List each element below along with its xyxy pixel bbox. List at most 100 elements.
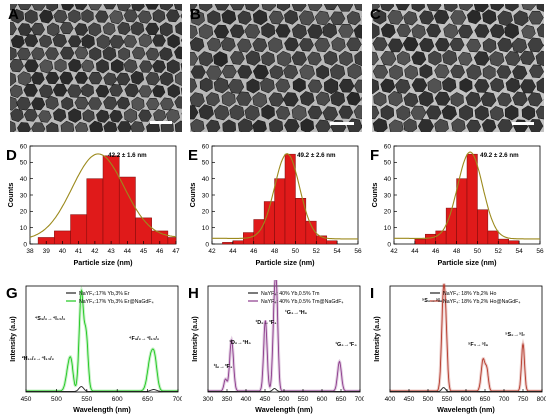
nanoparticle (396, 23, 412, 38)
x-tick-label: 44 (124, 248, 132, 255)
nanoparticle (190, 78, 198, 93)
y-tick-label: 40 (384, 176, 392, 183)
nanoparticle (543, 43, 544, 47)
x-tick-label: 550 (81, 396, 92, 403)
x-tick-label: 44 (411, 248, 419, 255)
nanoparticle (10, 46, 17, 61)
nanoparticle (61, 96, 74, 111)
nanoparticle (237, 10, 252, 25)
nanoparticle (123, 59, 138, 73)
spectrum-h: 300 350 400 450 500 550 600 650 700 Wavelength (n… (186, 280, 364, 418)
nanoparticle (466, 38, 482, 53)
spectrum-line (26, 386, 178, 392)
nanoparticle (372, 64, 389, 79)
nanoparticle (123, 34, 138, 48)
nanoparticle (459, 77, 473, 93)
nanoparticle (159, 71, 174, 86)
transition-label: ¹I₆→³F₄ (214, 364, 233, 370)
nanoparticle (275, 24, 291, 38)
nanoparticle (166, 9, 180, 23)
gaussian-fit-curve (212, 153, 358, 240)
nanoparticle (221, 65, 237, 79)
nanoparticle (354, 50, 362, 67)
nanoparticle (131, 96, 145, 112)
nanoparticle (396, 105, 411, 121)
legend-entry: NaYF₄:17% Yb,3% Er (79, 291, 130, 297)
nanoparticle (180, 62, 182, 72)
nanoparticle (38, 84, 54, 99)
nanoparticle (275, 105, 291, 120)
x-tick-label: 42 (208, 248, 216, 255)
nanoparticle (329, 64, 346, 80)
nanoparticle (207, 10, 221, 26)
nanoparticle (237, 64, 253, 79)
spectrum-line (26, 288, 178, 392)
nanoparticle (96, 34, 111, 50)
histogram-bar (508, 240, 520, 245)
x-tick-label: 50 (474, 248, 482, 255)
nanoparticle (323, 4, 339, 11)
x-tick-label: 47 (172, 248, 180, 255)
nanoparticle (504, 23, 520, 39)
nanoparticle (139, 60, 153, 73)
x-tick-label: 52 (495, 248, 503, 255)
panel-label-e: E (188, 147, 199, 164)
nanoparticle (31, 122, 46, 132)
nanoparticle (74, 96, 89, 110)
x-tick-label: 450 (260, 396, 271, 403)
nanoparticle (267, 37, 283, 53)
nanoparticle (81, 59, 95, 73)
nanoparticle (67, 84, 82, 98)
nanoparticle (31, 4, 46, 11)
x-tick-label: 650 (142, 396, 153, 403)
nanoparticle (246, 78, 260, 94)
nanoparticle (450, 10, 467, 25)
x-tick-label: 300 (203, 396, 214, 403)
nanoparticle (10, 34, 25, 49)
nanoparticle (96, 59, 110, 74)
nanoparticle (109, 83, 123, 97)
nanoparticle (435, 37, 450, 52)
nanoparticle (174, 120, 182, 132)
nanoparticle (180, 13, 182, 19)
x-tick-label: 500 (423, 396, 434, 403)
plot-frame (207, 285, 361, 393)
nanoparticle (521, 4, 537, 11)
nanoparticle (434, 64, 450, 79)
y-tick-label: 60 (384, 143, 392, 150)
nanoparticle (529, 64, 544, 78)
nanoparticle (10, 72, 17, 87)
histogram-bar (102, 155, 120, 245)
nanoparticle (31, 47, 45, 61)
nanoparticle (481, 118, 497, 132)
nanoparticle (109, 10, 124, 25)
nanoparticle (504, 51, 521, 66)
nanoparticle (480, 91, 497, 107)
nanoparticle (489, 23, 505, 39)
nanoparticle (535, 105, 544, 120)
nanoparticle (316, 64, 330, 80)
nanoparticle (465, 91, 482, 107)
nanoparticle (314, 37, 331, 53)
histogram-bar (466, 153, 478, 245)
nanoparticle (513, 10, 529, 27)
nanoparticle (88, 22, 102, 37)
nanoparticle (404, 64, 419, 80)
x-tick-label: 52 (313, 248, 321, 255)
x-tick-label: 650 (336, 396, 347, 403)
nanoparticle (81, 9, 94, 24)
nanoparticle (536, 23, 544, 38)
nanoparticle (145, 47, 160, 61)
nanoparticle (425, 105, 442, 120)
x-axis-label: Particle size (nm) (73, 258, 133, 267)
nanoparticle (229, 24, 245, 39)
x-tick-label: 46 (250, 248, 258, 255)
legend-entry: NaYF₄:17% Yb,3% Er@NaGdF₄ (79, 299, 154, 305)
nanoparticle (353, 24, 362, 39)
nanoparticle (442, 77, 457, 93)
nanoparticle (372, 118, 388, 132)
x-tick-label: 40 (59, 248, 67, 255)
histogram-bar (487, 230, 499, 245)
nanoparticle (411, 78, 428, 92)
nanoparticle (229, 4, 245, 11)
